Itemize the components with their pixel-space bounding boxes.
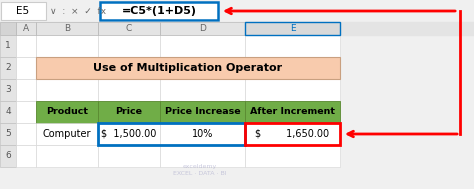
Bar [36,123,98,145]
Text: ∨  :  ×  ✓  fx: ∨ : × ✓ fx [50,6,106,15]
Bar [245,101,340,123]
Text: E: E [290,24,295,33]
Text: $        1,650.00: $ 1,650.00 [255,129,329,139]
Text: After Increment: After Increment [250,108,335,116]
Bar [160,123,245,145]
Text: B: B [64,24,70,33]
Bar [36,22,98,35]
Bar [16,22,36,35]
Text: 6: 6 [5,152,11,160]
Text: 10%: 10% [192,129,213,139]
Text: 5: 5 [5,129,11,139]
Bar [16,101,36,123]
Text: C: C [126,24,132,33]
Text: Computer: Computer [43,129,91,139]
Text: =C5*(1+D5): =C5*(1+D5) [121,6,197,16]
Bar [160,123,245,145]
Text: E5: E5 [17,6,29,16]
Bar [0,101,16,123]
Text: Use of Multiplication Operator: Use of Multiplication Operator [93,63,283,73]
Bar [16,123,36,145]
Bar [0,22,16,35]
Bar [36,101,98,123]
Text: exceldemy
EXCEL · DATA · BI: exceldemy EXCEL · DATA · BI [173,164,227,176]
Text: 4: 4 [5,108,11,116]
Text: 2: 2 [5,64,11,73]
Bar [245,22,340,35]
Bar [245,35,340,57]
Bar [245,22,340,35]
Bar [36,57,340,79]
Bar [0,22,474,35]
Bar [160,145,245,167]
Text: Price Increase: Price Increase [164,108,240,116]
Text: 1: 1 [5,42,11,50]
Bar [160,101,245,123]
Bar [98,123,160,145]
Bar [16,35,36,57]
Bar [0,0,474,22]
Bar [16,79,36,101]
Bar [98,22,160,35]
Bar [0,22,474,189]
Bar [36,123,98,145]
Bar [245,79,340,101]
Bar [0,35,16,57]
Bar [98,123,245,145]
Bar [36,57,98,79]
Bar [98,57,160,79]
Bar [98,35,160,57]
Bar [16,57,36,79]
Bar [98,145,160,167]
Bar [36,145,98,167]
Bar [0,123,16,145]
Bar [160,35,245,57]
Bar [1,2,46,20]
Bar [98,123,160,145]
Text: 3: 3 [5,85,11,94]
Bar [98,101,160,123]
Bar [0,79,16,101]
Text: D: D [199,24,206,33]
Bar [245,123,340,145]
Bar [160,79,245,101]
Bar [245,57,340,79]
Bar [245,101,340,123]
Bar [98,79,160,101]
Bar [16,145,36,167]
Bar [160,57,245,79]
Bar [245,123,340,145]
Bar [245,145,340,167]
Text: Price: Price [116,108,143,116]
Bar [98,101,160,123]
Bar [0,57,16,79]
Bar [36,79,98,101]
Bar [100,2,218,20]
Bar [245,123,340,145]
Text: $  1,500.00: $ 1,500.00 [101,129,157,139]
Bar [36,101,98,123]
Text: Product: Product [46,108,88,116]
Text: A: A [23,24,29,33]
Bar [0,145,16,167]
Bar [160,101,245,123]
Bar [36,35,98,57]
Bar [160,22,245,35]
